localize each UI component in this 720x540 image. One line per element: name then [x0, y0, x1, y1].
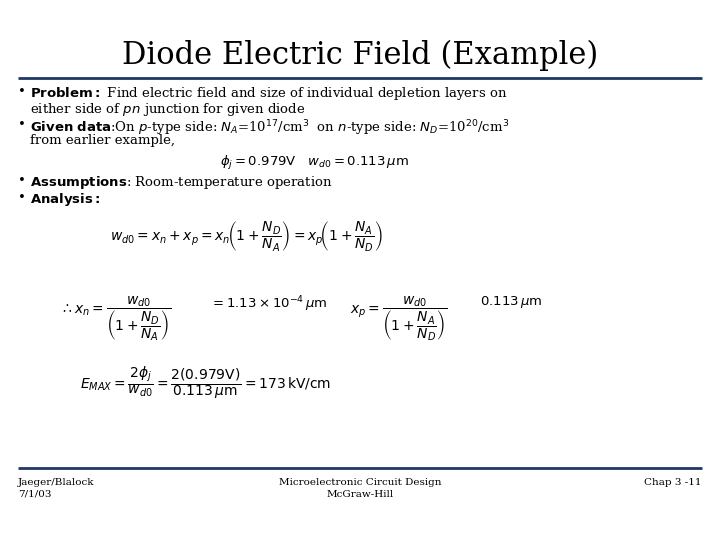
Text: •: • [18, 85, 26, 98]
Text: $E_{MAX} = \dfrac{2\phi_j}{w_{d0}} = \dfrac{2(0.979\mathrm{V})}{0.113\,\mu\mathr: $E_{MAX} = \dfrac{2\phi_j}{w_{d0}} = \df… [80, 364, 331, 401]
Text: $\therefore x_n = \dfrac{w_{d0}}{\left(1+\dfrac{N_D}{N_A}\right)}$: $\therefore x_n = \dfrac{w_{d0}}{\left(1… [60, 294, 171, 343]
Text: Chap 3 -11: Chap 3 -11 [644, 478, 702, 487]
Text: $= 1.13\times10^{-4}\,\mu\mathrm{m}$: $= 1.13\times10^{-4}\,\mu\mathrm{m}$ [210, 294, 328, 314]
Text: Diode Electric Field (Example): Diode Electric Field (Example) [122, 40, 598, 71]
Text: •: • [18, 191, 26, 204]
Text: •: • [18, 174, 26, 187]
Text: $\mathbf{Assumptions}$: Room-temperature operation: $\mathbf{Assumptions}$: Room-temperature… [30, 174, 333, 191]
Text: $x_p = \dfrac{w_{d0}}{\left(1+\dfrac{N_A}{N_D}\right)}$: $x_p = \dfrac{w_{d0}}{\left(1+\dfrac{N_A… [350, 294, 447, 343]
Text: $\mathbf{Given\ data}$:On $p$-type side: $N_A$=10$^{17}$/cm$^3$  on $n$-type sid: $\mathbf{Given\ data}$:On $p$-type side:… [30, 118, 509, 138]
Text: Microelectronic Circuit Design
McGraw-Hill: Microelectronic Circuit Design McGraw-Hi… [279, 478, 441, 499]
Text: from earlier example,: from earlier example, [30, 134, 175, 147]
Text: $\phi_j = 0.979\mathrm{V}$   $w_{d0} = 0.113\,\mu\mathrm{m}$: $\phi_j = 0.979\mathrm{V}$ $w_{d0} = 0.1… [220, 154, 409, 172]
Text: Jaeger/Blalock
7/1/03: Jaeger/Blalock 7/1/03 [18, 478, 94, 499]
Text: $\mathbf{Problem{:}}$ Find electric field and size of individual depletion layer: $\mathbf{Problem{:}}$ Find electric fiel… [30, 85, 508, 102]
Text: either side of $\it{pn}$ junction for given diode: either side of $\it{pn}$ junction for gi… [30, 101, 305, 118]
Text: $w_{d0} = x_n + x_p = x_n\!\left(1+\dfrac{N_D}{N_A}\right) = x_p\!\left(1+\dfrac: $w_{d0} = x_n + x_p = x_n\!\left(1+\dfra… [110, 219, 383, 253]
Text: •: • [18, 118, 26, 131]
Text: $\mathbf{Analysis{:}}$: $\mathbf{Analysis{:}}$ [30, 191, 101, 208]
Text: $0.113\,\mu\mathrm{m}$: $0.113\,\mu\mathrm{m}$ [480, 294, 542, 310]
